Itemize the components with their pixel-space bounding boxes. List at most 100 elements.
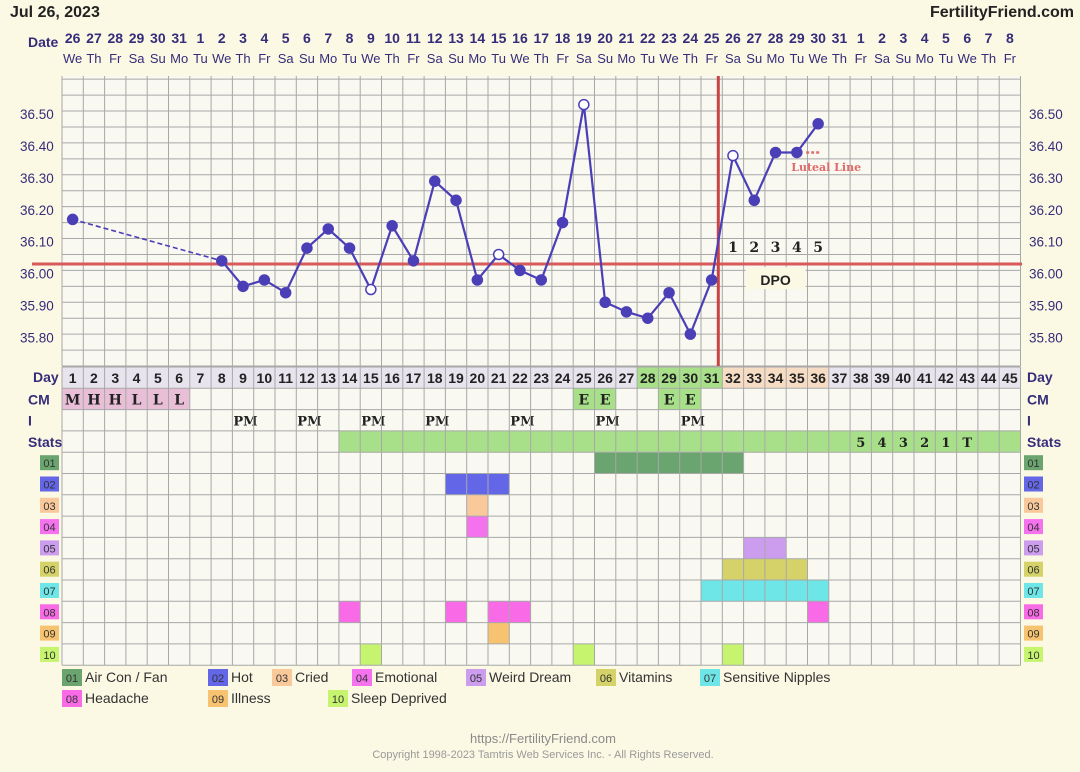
symptom-cell xyxy=(764,558,787,580)
symptom-cell xyxy=(722,452,744,474)
day-label-left: Day xyxy=(33,369,59,385)
symptom-cell xyxy=(466,473,488,495)
date-tick: 1 xyxy=(197,30,205,46)
day-cell xyxy=(338,367,361,389)
symptom-badge-left-text: 09 xyxy=(43,629,55,641)
symptom-cell xyxy=(722,643,744,666)
symptom-cell xyxy=(743,580,765,602)
day-cell xyxy=(977,367,1000,389)
legend-swatch xyxy=(62,669,82,686)
day-cell xyxy=(573,367,595,389)
legend-swatch xyxy=(208,690,228,707)
symptom-cell xyxy=(701,452,723,474)
weekday-tick: Tu xyxy=(789,51,804,66)
date-tick: 3 xyxy=(239,30,247,46)
day-number: 26 xyxy=(597,370,613,386)
y-tick-left: 36.30 xyxy=(20,171,54,186)
date-tick: 29 xyxy=(789,30,805,46)
weekday-tick: Th xyxy=(981,51,996,66)
dpo-label-bg xyxy=(745,267,806,290)
legend-id: 05 xyxy=(470,673,482,685)
day-number: 38 xyxy=(853,370,869,386)
symptom-cell xyxy=(594,452,616,474)
cm-label-left: CM xyxy=(28,391,50,407)
symptom-badge-left xyxy=(40,583,59,598)
temperature-point xyxy=(663,286,675,299)
symptom-cell xyxy=(445,473,467,495)
temperature-point xyxy=(812,118,824,130)
symptom-badge-right xyxy=(1024,583,1043,598)
legend-swatch xyxy=(700,669,720,686)
day-number: 25 xyxy=(576,370,592,386)
temperature-point xyxy=(769,146,782,159)
day-cell xyxy=(828,367,851,389)
date-label: Date xyxy=(28,34,59,50)
cm-value: E xyxy=(579,392,590,408)
symptom-badge-right xyxy=(1024,519,1043,535)
weekday-tick: Su xyxy=(299,51,315,66)
day-cell xyxy=(551,367,574,389)
weekday-tick: Tu xyxy=(939,51,954,66)
symptom-badge-left-text: 05 xyxy=(43,543,55,555)
temperature-point xyxy=(578,98,590,111)
cm-value: M xyxy=(65,392,81,408)
legend-swatch xyxy=(328,690,348,707)
cm-value: E xyxy=(664,392,675,408)
day-cell xyxy=(381,367,403,389)
legend-id: 10 xyxy=(332,694,344,706)
symptom-cell xyxy=(743,558,765,580)
weekday-tick: Mo xyxy=(319,51,337,66)
date-tick: 6 xyxy=(303,30,311,46)
y-tick-left: 36.10 xyxy=(20,235,54,250)
weekday-tick: Fr xyxy=(1004,51,1017,66)
legend-name: Sleep Deprived xyxy=(351,690,447,706)
day-number: 1 xyxy=(69,370,77,386)
day-cell xyxy=(62,367,84,389)
day-number: 29 xyxy=(661,370,677,386)
dpo-label: DPO xyxy=(760,272,790,288)
temperature-point xyxy=(322,223,334,235)
symptom-badge-left-text: 06 xyxy=(43,565,55,577)
weekday-tick: Th xyxy=(235,51,250,66)
day-cell xyxy=(956,367,978,389)
y-tick-right: 36.40 xyxy=(1029,139,1063,154)
date-tick: 2 xyxy=(878,30,886,46)
symptom-badge-right xyxy=(1024,540,1043,556)
y-tick-left: 36.50 xyxy=(20,107,54,122)
weekday-tick: Th xyxy=(385,51,400,66)
day-number: 10 xyxy=(257,370,273,386)
stats-countdown: T xyxy=(962,436,972,451)
symptom-badge-left-text: 01 xyxy=(43,458,55,470)
legend-id: 09 xyxy=(212,694,224,706)
date-tick: 23 xyxy=(661,30,677,46)
brand-name: FertilityFriend.com xyxy=(930,4,1074,21)
date-tick: 7 xyxy=(985,30,993,46)
date-tick: 18 xyxy=(555,30,571,46)
weekday-tick: We xyxy=(63,51,82,66)
symptom-cell xyxy=(637,452,659,474)
day-number: 6 xyxy=(175,370,183,386)
legend-id: 03 xyxy=(276,673,288,685)
legend-name: Headache xyxy=(85,690,149,706)
weekday-tick: We xyxy=(510,51,529,66)
stats-countdown: 3 xyxy=(899,436,908,451)
legend-name: Vitamins xyxy=(619,669,672,685)
legend-name: Sensitive Nipples xyxy=(723,669,830,685)
weekday-tick: Mo xyxy=(468,51,486,66)
day-number: 5 xyxy=(154,370,162,386)
day-number: 28 xyxy=(640,370,656,386)
temperature-point xyxy=(279,286,292,299)
date-tick: 5 xyxy=(942,30,950,46)
legend-swatch xyxy=(208,669,228,686)
stats-label-left: Stats xyxy=(28,434,62,450)
weekday-tick: Su xyxy=(448,51,464,66)
date-tick: 28 xyxy=(768,30,784,46)
day-number: 7 xyxy=(197,370,205,386)
day-number: 27 xyxy=(619,370,635,386)
symptom-cell xyxy=(466,516,488,538)
weekday-tick: Tu xyxy=(193,51,208,66)
day-number: 14 xyxy=(342,370,358,386)
weekday-tick: Mo xyxy=(617,51,635,66)
date-tick: 28 xyxy=(107,30,123,46)
day-cell xyxy=(658,367,680,389)
